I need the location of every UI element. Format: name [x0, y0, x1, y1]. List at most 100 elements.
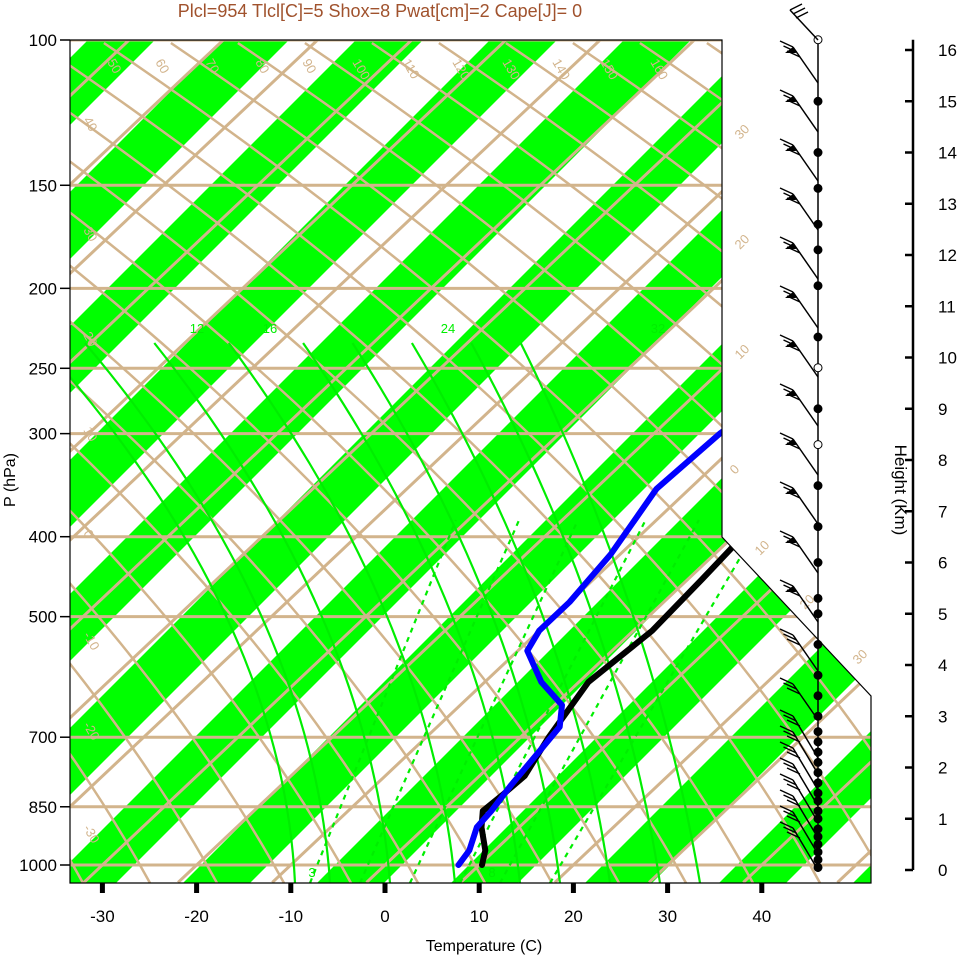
wind-barb-feather	[779, 821, 794, 829]
green-band	[468, 40, 871, 883]
wind-barb-feather	[783, 45, 797, 53]
x-tick-label: 0	[380, 907, 389, 926]
dry-adiabat-line	[505, 41, 871, 883]
isotherm-line	[70, 40, 265, 883]
wind-barb-shaft	[792, 763, 819, 807]
height-tick-label: 6	[938, 554, 947, 573]
wind-station-marker	[813, 788, 823, 798]
skew-label: 90	[299, 56, 319, 76]
wind-barb-shaft	[792, 291, 819, 329]
wind-barb-feather	[779, 138, 794, 146]
wind-barb	[779, 677, 819, 721]
height-tick-label: 15	[938, 92, 957, 111]
height-tick-label: 0	[938, 861, 947, 880]
wind-station-marker	[813, 824, 823, 834]
mixing-ratio-line	[499, 519, 700, 883]
wind-barb-feather	[786, 99, 801, 107]
moist-adiabat-line	[351, 342, 562, 883]
wind-barb-feather	[783, 486, 797, 494]
wind-station-marker	[813, 806, 823, 816]
dry-adiabat-line	[70, 41, 286, 883]
y-axis-title: P (hPa)	[2, 453, 19, 507]
green-band	[70, 40, 463, 883]
moist-adiabat-label: 12	[190, 321, 204, 336]
y-tick-label: 500	[29, 608, 57, 627]
x-tick-label: -20	[184, 907, 209, 926]
wind-barb-feather	[783, 826, 797, 834]
wind-barb-feather	[783, 730, 797, 738]
wind-barb-feather	[779, 757, 794, 765]
wind-barb-shaft	[792, 634, 819, 672]
height-tick-label: 1	[938, 810, 947, 829]
isotherm-line	[70, 40, 736, 883]
y-tick-label: 1000	[19, 856, 57, 875]
wind-barb-feather	[779, 773, 794, 781]
dry-adiabat-line	[70, 41, 688, 883]
moist-adiabat-line	[70, 342, 297, 883]
wind-station-marker	[813, 332, 823, 342]
wind-station-marker	[813, 558, 823, 567]
wind-barb-shaft	[792, 827, 819, 871]
y-tick-label: 150	[29, 176, 57, 195]
wind-station-marker	[813, 640, 823, 649]
wind-barb-shaft	[792, 731, 819, 775]
moist-adiabat-line	[410, 342, 612, 883]
wind-barb-feather	[783, 192, 797, 200]
wind-barb	[779, 89, 819, 133]
wind-barb-feather	[786, 148, 801, 156]
wind-barb-feather	[786, 295, 801, 303]
height-axis-title: Height (Km)	[891, 445, 910, 536]
dry-adiabat-line	[70, 41, 822, 883]
y-tick-label: 850	[29, 798, 57, 817]
mixing-ratio-label: 8	[488, 865, 495, 880]
height-tick-label: 8	[938, 451, 947, 470]
x-tick-label: -30	[90, 907, 115, 926]
wind-barb-feather	[779, 334, 794, 342]
wind-barb-feather	[783, 94, 797, 102]
wind-barb	[779, 725, 819, 775]
wind-barb-feather	[786, 799, 801, 807]
plot-border	[69, 39, 872, 884]
dry-adiabat-line	[70, 41, 554, 883]
dry-adiabat-line	[103, 41, 871, 883]
wind-barb	[779, 741, 819, 791]
wind-barb	[779, 187, 819, 231]
wind-barb-shaft	[792, 438, 819, 476]
wind-barb-feather	[783, 584, 797, 592]
isotherm-line	[70, 40, 642, 883]
wind-barb	[779, 773, 819, 823]
wind-barb-feather	[779, 628, 794, 636]
y-tick-label: 200	[29, 279, 57, 298]
wind-barb-feather	[779, 530, 794, 538]
y-tick-label: 400	[29, 528, 57, 547]
height-tick-label: 14	[938, 144, 957, 163]
wind-station-marker	[813, 670, 823, 680]
wind-barb-feather	[783, 143, 797, 151]
dry-adiabat-line	[371, 41, 871, 883]
dry-adiabat-line	[70, 41, 219, 883]
wind-barb-feather	[786, 719, 801, 727]
wind-barb-feather	[783, 388, 797, 396]
wind-barb-feather	[779, 709, 794, 717]
x-tick-label: 30	[658, 907, 677, 926]
wind-barb-column	[779, 3, 823, 872]
mixing-ratio-line	[358, 519, 521, 883]
wind-station-marker	[813, 245, 823, 255]
wind-station-marker	[813, 404, 823, 414]
mixing-ratio-line	[549, 519, 764, 883]
height-tick-label: 4	[938, 656, 947, 675]
moist-adiabat-line	[470, 342, 662, 883]
wind-barb-feather	[783, 762, 797, 770]
wind-barb-feather	[783, 778, 797, 786]
wind-barb	[779, 579, 819, 623]
wind-barb	[779, 530, 819, 574]
wind-barb-shaft	[792, 193, 819, 231]
wind-barb-feather	[779, 383, 794, 391]
wind-barb-feather	[779, 432, 794, 440]
wind-barb-feather	[786, 751, 801, 759]
height-tick-label: 3	[938, 707, 947, 726]
height-tick-label: 2	[938, 759, 947, 778]
x-tick-label: 40	[752, 907, 771, 926]
chart-title: Plcl=954 Tlcl[C]=5 Shox=8 Pwat[cm]=2 Cap…	[178, 1, 582, 21]
